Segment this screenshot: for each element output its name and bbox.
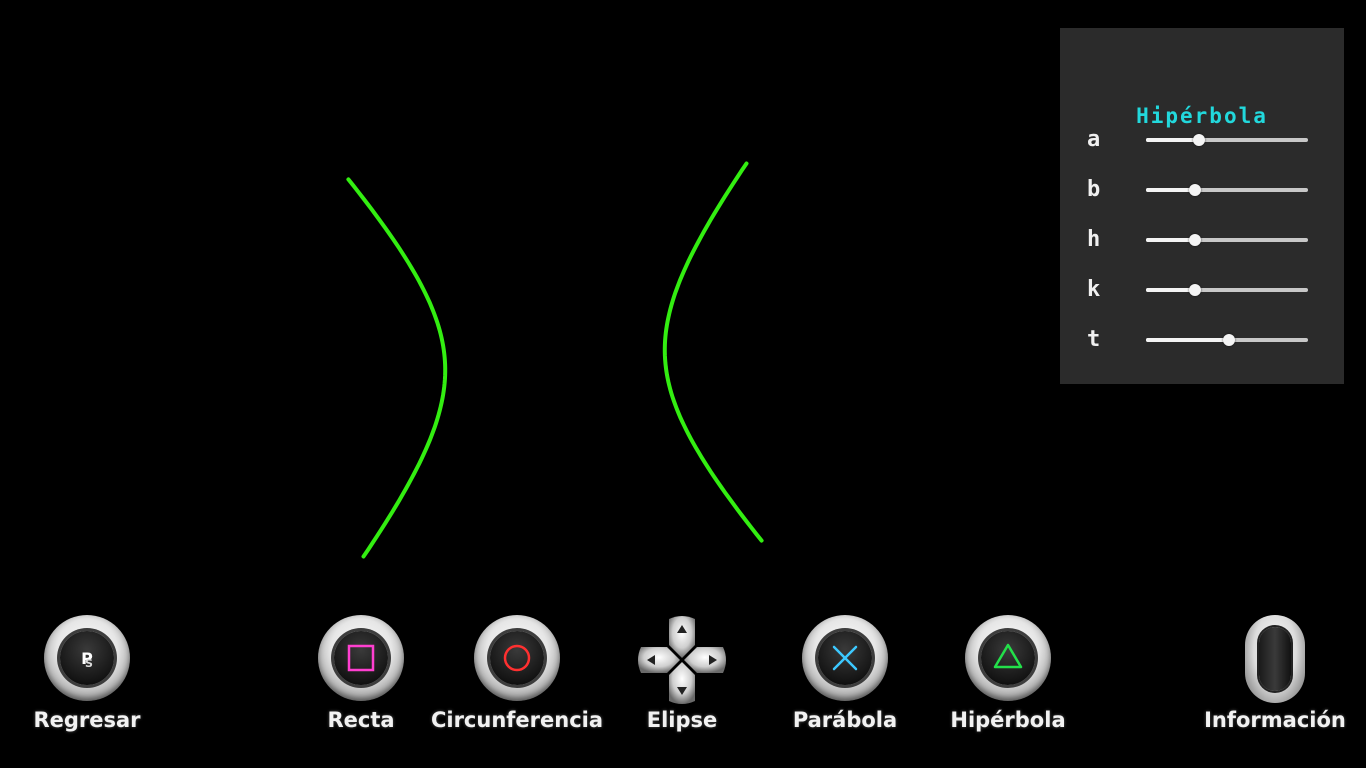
slider-fill-b xyxy=(1146,188,1195,192)
parameter-panel: Hipérbola a b h k xyxy=(1060,28,1344,384)
cross-icon xyxy=(802,615,888,701)
regresar-label: Regresar xyxy=(33,708,141,732)
triangle-icon xyxy=(965,615,1051,701)
elipse-label: Elipse xyxy=(646,708,718,732)
slider-t[interactable] xyxy=(1146,334,1308,346)
playstation-logo-icon: P S xyxy=(44,615,130,701)
hiperbola-label: Hipérbola xyxy=(950,708,1066,732)
elipse-button[interactable]: Elipse xyxy=(587,615,777,745)
informacion-button[interactable]: Información xyxy=(1180,615,1366,745)
param-label-h: h xyxy=(1087,227,1101,252)
slider-h[interactable] xyxy=(1146,234,1308,246)
param-row-b: b xyxy=(1060,175,1344,205)
panel-title: Hipérbola xyxy=(1136,104,1268,128)
param-row-a: a xyxy=(1060,125,1344,155)
slider-thumb-h[interactable] xyxy=(1188,234,1201,246)
recta-button[interactable]: Recta xyxy=(266,615,456,745)
informacion-label: Información xyxy=(1204,708,1346,732)
parabola-button[interactable]: Parábola xyxy=(750,615,940,745)
slider-fill-a xyxy=(1146,138,1200,142)
param-row-k: k xyxy=(1060,275,1344,305)
regresar-button[interactable]: P S Regresar xyxy=(0,615,182,745)
parabola-label: Parábola xyxy=(792,708,898,732)
param-row-h: h xyxy=(1060,225,1344,255)
slider-a[interactable] xyxy=(1146,134,1308,146)
hyperbola-left-branch xyxy=(346,177,448,559)
recta-label: Recta xyxy=(327,708,395,732)
touchpad-icon xyxy=(1245,615,1305,703)
slider-b[interactable] xyxy=(1146,184,1308,196)
slider-k[interactable] xyxy=(1146,284,1308,296)
param-label-a: a xyxy=(1087,127,1101,152)
circle-icon xyxy=(474,615,560,701)
dpad-icon xyxy=(637,615,727,705)
param-row-t: t xyxy=(1060,325,1344,355)
svg-text:S: S xyxy=(85,657,93,670)
hyperbola-right-branch xyxy=(662,161,764,543)
circunferencia-label: Circunferencia xyxy=(430,708,604,732)
param-label-t: t xyxy=(1087,327,1101,352)
slider-fill-h xyxy=(1146,238,1195,242)
hiperbola-button[interactable]: Hipérbola xyxy=(913,615,1103,745)
slider-fill-k xyxy=(1146,288,1195,292)
slider-thumb-k[interactable] xyxy=(1188,284,1201,296)
slider-thumb-b[interactable] xyxy=(1188,184,1201,196)
slider-thumb-t[interactable] xyxy=(1222,334,1235,346)
param-label-k: k xyxy=(1087,277,1101,302)
circunferencia-button[interactable]: Circunferencia xyxy=(422,615,612,745)
svg-text:P: P xyxy=(81,649,93,668)
slider-fill-t xyxy=(1146,338,1229,342)
slider-thumb-a[interactable] xyxy=(1193,134,1206,146)
square-icon xyxy=(318,615,404,701)
param-label-b: b xyxy=(1087,177,1101,202)
